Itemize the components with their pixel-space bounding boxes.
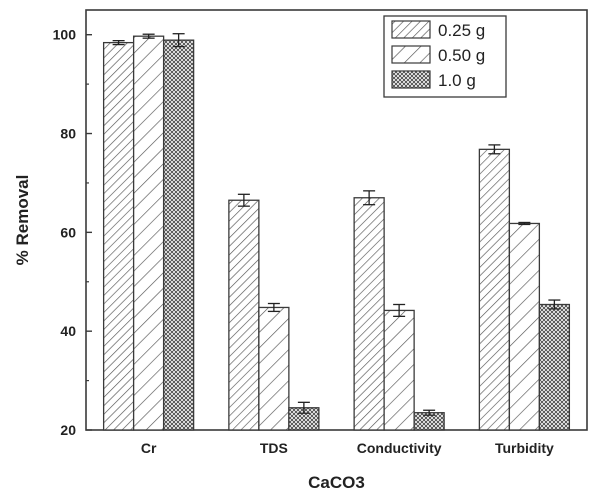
legend-label: 0.50 g (438, 46, 485, 65)
legend-swatch (391, 20, 431, 39)
bar (353, 197, 385, 431)
x-tick-label: Conductivity (357, 440, 442, 456)
bar (508, 222, 541, 431)
y-tick-label: 60 (60, 224, 76, 240)
legend-swatch (391, 45, 431, 64)
x-tick-label: Turbidity (495, 440, 554, 456)
bar (102, 41, 135, 431)
x-tick-label: TDS (260, 440, 288, 456)
bar (478, 148, 511, 431)
y-tick-label: 20 (60, 422, 76, 438)
bar (538, 303, 571, 431)
plot-frame (85, 9, 588, 431)
legend-label: 0.25 g (438, 21, 485, 40)
y-tick-label: 40 (60, 323, 76, 339)
bar (228, 199, 260, 431)
bar (162, 39, 195, 431)
y-tick-label: 100 (53, 27, 77, 43)
bar (132, 35, 165, 431)
x-tick-label: Cr (141, 440, 157, 456)
y-axis-title: % Removal (13, 175, 32, 266)
y-tick-label: 80 (60, 126, 76, 142)
legend-swatch (391, 70, 431, 89)
bar (383, 309, 415, 431)
x-axis-title: CaCO3 (308, 473, 365, 492)
bar (258, 306, 290, 431)
legend-label: 1.0 g (438, 71, 476, 90)
